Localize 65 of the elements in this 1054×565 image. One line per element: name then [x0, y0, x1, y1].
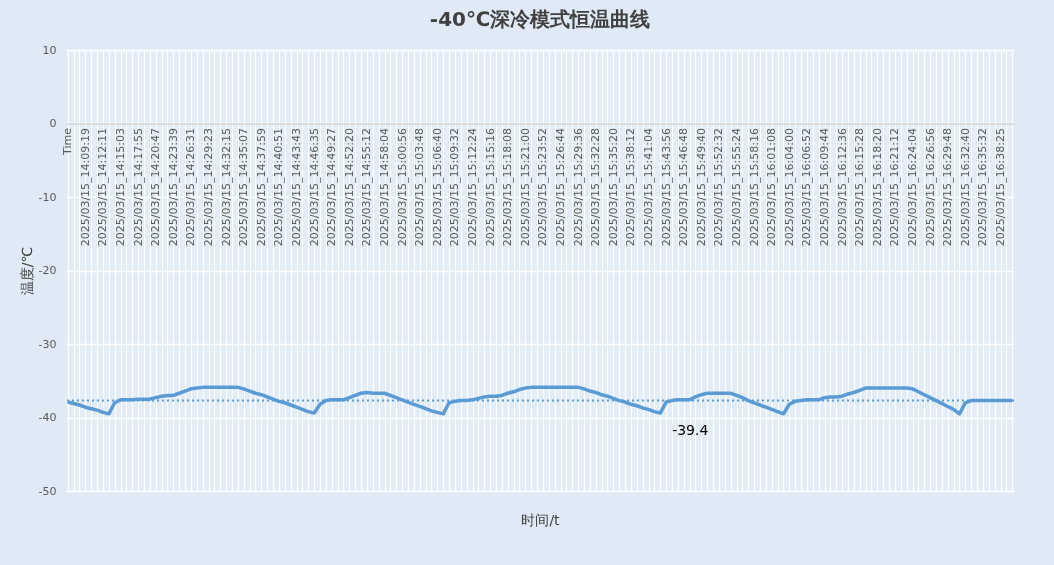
x-tick-label: 2025/03/15_14:46:35 — [307, 128, 321, 247]
chart-title: -40℃深冷模式恒温曲线 — [429, 7, 651, 31]
x-tick-label: 2025/03/15_15:32:28 — [589, 128, 603, 247]
x-tick-label: 2025/03/15_15:52:32 — [712, 128, 726, 247]
x-tick-label: 2025/03/15_15:18:08 — [501, 128, 515, 247]
x-tick-label: 2025/03/15_15:35:20 — [606, 128, 620, 247]
x-tick-label: 2025/03/15_16:06:52 — [800, 128, 814, 247]
x-tick-label: 2025/03/15_15:41:04 — [642, 128, 656, 247]
x-tick-label: 2025/03/15_15:29:36 — [571, 128, 585, 247]
y-tick-label: -10 — [38, 190, 57, 204]
x-tick-label: 2025/03/15_15:23:52 — [536, 128, 550, 247]
x-tick-label: 2025/03/15_15:15:16 — [483, 128, 497, 247]
x-tick-label: 2025/03/15_16:15:28 — [853, 128, 867, 247]
x-tick-label: 2025/03/15_14:49:27 — [325, 128, 339, 247]
y-axis-title: 温度/℃ — [18, 246, 35, 296]
x-tick-label: 2025/03/15_14:26:31 — [184, 128, 198, 247]
y-tick-label: -30 — [38, 337, 57, 351]
x-tick-label: 2025/03/15_15:12:24 — [466, 128, 480, 247]
x-tick-label: 2025/03/15_16:32:40 — [958, 128, 972, 247]
x-tick-label: 2025/03/15_14:23:39 — [166, 128, 180, 247]
x-tick-label: 2025/03/15_14:52:20 — [342, 128, 356, 247]
x-tick-label: 2025/03/15_14:20:47 — [149, 128, 163, 247]
x-tick-label: 2025/03/15_15:46:48 — [677, 128, 691, 247]
x-tick-label: 2025/03/15_16:38:25 — [994, 128, 1008, 247]
y-tick-label: -40 — [38, 411, 57, 424]
y-tick-label: -20 — [38, 264, 57, 277]
x-tick-label: 2025/03/15_15:43:56 — [659, 128, 673, 247]
x-tick-label: 2025/03/15_14:32:15 — [219, 128, 233, 247]
x-tick-label: 2025/03/15_14:12:11 — [96, 128, 110, 247]
x-tick-label: 2025/03/15_14:40:51 — [272, 128, 286, 247]
x-tick-label: 2025/03/15_16:09:44 — [818, 128, 832, 247]
x-axis-title: 时间/t — [521, 511, 561, 528]
x-tick-label: 2025/03/15_16:18:20 — [870, 128, 884, 247]
x-tick-label: Time — [61, 127, 75, 156]
x-tick-label: 2025/03/15_14:29:23 — [202, 128, 216, 247]
x-tick-label: 2025/03/15_15:55:24 — [730, 128, 744, 247]
x-tick-label: 2025/03/15_15:21:00 — [518, 128, 532, 247]
x-tick-label: 2025/03/15_15:49:40 — [694, 128, 708, 247]
y-tick-label: 0 — [49, 117, 57, 130]
x-tick-label: 2025/03/15_15:38:12 — [624, 128, 638, 247]
data-label: -39.4 — [672, 422, 709, 439]
x-tick-label: 2025/03/15_16:21:12 — [888, 128, 902, 247]
x-tick-label: 2025/03/15_15:09:32 — [448, 128, 462, 247]
x-tick-label: 2025/03/15_16:04:00 — [782, 128, 796, 247]
x-tick-label: 2025/03/15_16:01:08 — [765, 128, 779, 247]
x-tick-label: 2025/03/15_15:06:40 — [430, 128, 444, 247]
x-tick-label: 2025/03/15_16:24:04 — [906, 128, 920, 247]
x-tick-label: 2025/03/15_15:58:16 — [747, 128, 761, 247]
y-tick-label: -50 — [38, 484, 57, 498]
y-tick-label: 10 — [42, 43, 57, 57]
x-tick-label: 2025/03/15_14:43:43 — [290, 128, 304, 247]
x-tick-label: 2025/03/15_14:15:03 — [114, 128, 128, 247]
x-tick-label: 2025/03/15_15:00:56 — [395, 128, 409, 247]
x-tick-label: 2025/03/15_14:55:12 — [360, 128, 374, 247]
x-tick-label: 2025/03/15_15:03:48 — [413, 128, 427, 247]
x-tick-label: 2025/03/15_14:58:04 — [378, 128, 392, 247]
x-tick-label: 2025/03/15_15:26:44 — [554, 128, 568, 247]
x-tick-label: 2025/03/15_16:29:48 — [941, 128, 955, 247]
x-tick-label: 2025/03/15_16:35:32 — [976, 128, 990, 247]
x-tick-label: 2025/03/15_14:09:19 — [78, 128, 92, 247]
x-tick-label: 2025/03/15_14:17:55 — [131, 128, 145, 247]
x-tick-label: 2025/03/15_14:37:59 — [254, 128, 268, 247]
x-tick-label: 2025/03/15_14:35:07 — [237, 128, 251, 247]
x-tick-label: 2025/03/15_16:12:36 — [835, 128, 849, 247]
x-tick-label: 2025/03/15_16:26:56 — [923, 128, 937, 247]
